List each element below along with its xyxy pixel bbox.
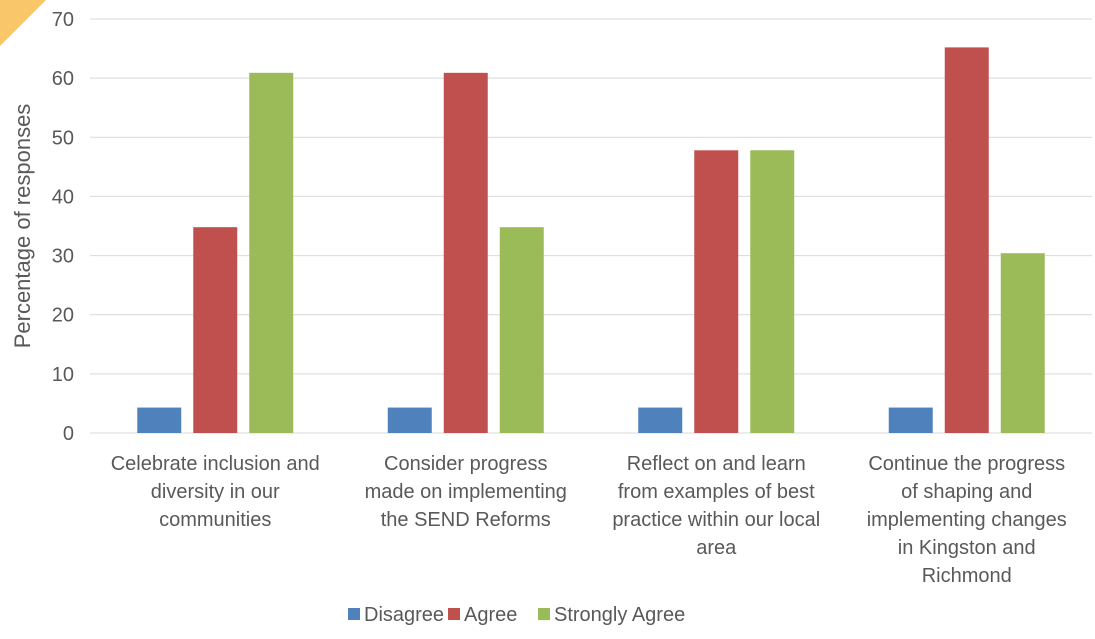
y-tick-label: 50 xyxy=(52,127,74,149)
y-tick-label: 20 xyxy=(52,305,74,327)
x-category-label-line: implementing changes xyxy=(867,509,1067,531)
y-tick-label: 70 xyxy=(52,9,74,31)
legend-swatch xyxy=(538,608,550,620)
bar-agree xyxy=(694,150,739,433)
bar-disagree xyxy=(638,407,683,433)
bar-disagree xyxy=(387,407,432,433)
bar-agree xyxy=(443,72,488,433)
bar-strongly-agree xyxy=(499,227,544,433)
x-category-label-line: practice within our local xyxy=(612,509,820,531)
bars xyxy=(137,47,1045,433)
bar-strongly-agree xyxy=(249,72,294,433)
x-category-label-line: made on implementing xyxy=(365,481,567,503)
bar-disagree xyxy=(137,407,182,433)
x-category-label-line: communities xyxy=(159,509,271,531)
x-category-label-line: Richmond xyxy=(922,565,1012,587)
bar-agree xyxy=(944,47,989,433)
x-category-label-line: of shaping and xyxy=(901,481,1032,503)
x-category-label-line: Continue the progress xyxy=(868,453,1065,475)
x-category-label-line: area xyxy=(696,537,737,559)
bar-agree xyxy=(193,227,238,433)
legend-label: Disagree xyxy=(364,604,444,626)
bar-disagree xyxy=(888,407,933,433)
y-tick-label: 0 xyxy=(63,423,74,445)
legend-swatch xyxy=(448,608,460,620)
legend-swatch xyxy=(348,608,360,620)
gridlines xyxy=(90,18,1092,434)
legend-label: Strongly Agree xyxy=(554,604,685,626)
legend: Disagree Agree Strongly Agree xyxy=(348,604,685,626)
x-category-label-line: diversity in our xyxy=(151,481,280,503)
y-tick-label: 40 xyxy=(52,186,74,208)
x-category-label-line: Consider progress xyxy=(384,453,547,475)
corner-accent xyxy=(0,0,46,46)
x-category-label-line: in Kingston and xyxy=(898,537,1036,559)
legend-label: Agree xyxy=(464,604,517,626)
x-category-label-line: from examples of best xyxy=(618,481,815,503)
x-category-label: Continue the progress of shaping and imple… xyxy=(867,453,1067,587)
x-category-label: Celebrate inclusion and diversity in our c… xyxy=(111,453,320,531)
y-tick-label: 30 xyxy=(52,246,74,268)
x-category-label-line: the SEND Reforms xyxy=(381,509,551,531)
x-category-label: Reflect on and learn from examples of bes… xyxy=(612,453,820,559)
y-tick-label: 10 xyxy=(52,364,74,386)
y-axis-ticks: 0 10 20 30 40 50 60 70 xyxy=(52,9,74,445)
x-category-label: Consider progress made on implementing the… xyxy=(365,453,567,531)
x-category-label-line: Reflect on and learn xyxy=(627,453,806,475)
y-tick-label: 60 xyxy=(52,68,74,90)
bar-strongly-agree xyxy=(1000,253,1045,433)
y-axis-label: Percentage of responses xyxy=(10,104,35,349)
bar-strongly-agree xyxy=(750,150,795,433)
x-category-label-line: Celebrate inclusion and xyxy=(111,453,320,475)
x-axis-category-labels: Celebrate inclusion and diversity in our c… xyxy=(111,453,1067,587)
